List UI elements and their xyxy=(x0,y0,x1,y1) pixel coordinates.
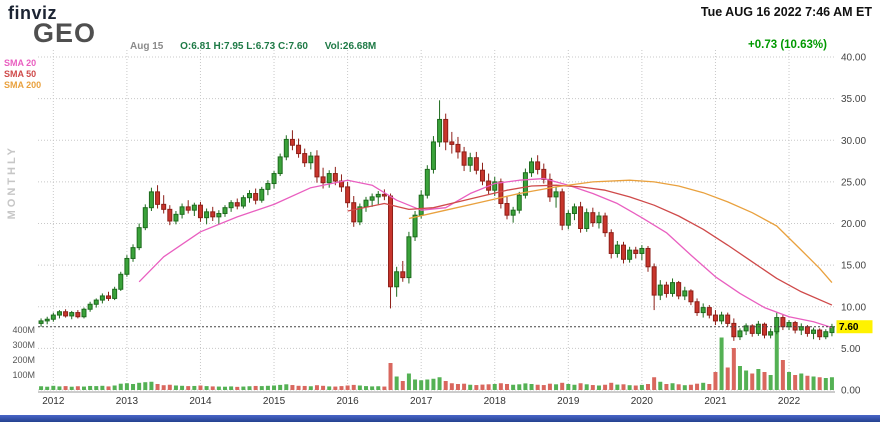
sma20-legend-label: SMA 20 xyxy=(4,58,37,68)
svg-text:200M: 200M xyxy=(12,355,35,365)
svg-text:0.00: 0.00 xyxy=(841,386,861,397)
quote-volume: Vol:26.68M xyxy=(324,41,377,52)
svg-text:15.00: 15.00 xyxy=(841,261,866,272)
svg-text:2018: 2018 xyxy=(484,396,507,407)
svg-text:2019: 2019 xyxy=(557,396,580,407)
svg-text:40.00: 40.00 xyxy=(841,53,866,64)
svg-text:7.60: 7.60 xyxy=(839,322,859,333)
svg-text:2021: 2021 xyxy=(704,396,727,407)
ticker-symbol: GEO xyxy=(33,18,97,48)
datetime-display: Tue AUG 16 2022 7:46 AM ET xyxy=(700,5,872,19)
svg-text:400M: 400M xyxy=(12,325,35,335)
svg-text:2012: 2012 xyxy=(42,396,65,407)
svg-text:2014: 2014 xyxy=(189,396,212,407)
svg-text:2017: 2017 xyxy=(410,396,433,407)
svg-text:5.00: 5.00 xyxy=(841,344,861,355)
bottom-bar xyxy=(0,415,880,422)
price-change: +0.73 (10.63%) xyxy=(748,39,827,51)
svg-text:10.00: 10.00 xyxy=(841,302,866,313)
quote-info-line: Aug 15 O:6.81 H:7.95 L:6.73 C:7.60 Vol:2… xyxy=(130,41,390,52)
svg-text:20.00: 20.00 xyxy=(841,219,866,230)
svg-text:300M: 300M xyxy=(12,340,35,350)
sma200-legend-label: SMA 200 xyxy=(4,80,42,90)
svg-text:2016: 2016 xyxy=(336,396,359,407)
finviz-logo[interactable]: finviz xyxy=(8,3,58,23)
svg-text:2013: 2013 xyxy=(116,396,139,407)
svg-text:35.00: 35.00 xyxy=(841,94,866,105)
svg-text:25.00: 25.00 xyxy=(841,177,866,188)
svg-text:2015: 2015 xyxy=(263,396,286,407)
svg-text:2020: 2020 xyxy=(631,396,654,407)
svg-text:2022: 2022 xyxy=(778,396,801,407)
sma50-legend-label: SMA 50 xyxy=(4,69,37,79)
sma-legend: SMA 20 SMA 50 SMA 200 xyxy=(4,58,41,91)
timeframe-watermark: MONTHLY xyxy=(6,145,18,220)
quote-ohlc: O:6.81 H:7.95 L:6.73 C:7.60 xyxy=(180,41,308,52)
svg-text:100M: 100M xyxy=(12,370,35,380)
quote-date: Aug 15 xyxy=(130,41,164,52)
svg-text:30.00: 30.00 xyxy=(841,136,866,147)
